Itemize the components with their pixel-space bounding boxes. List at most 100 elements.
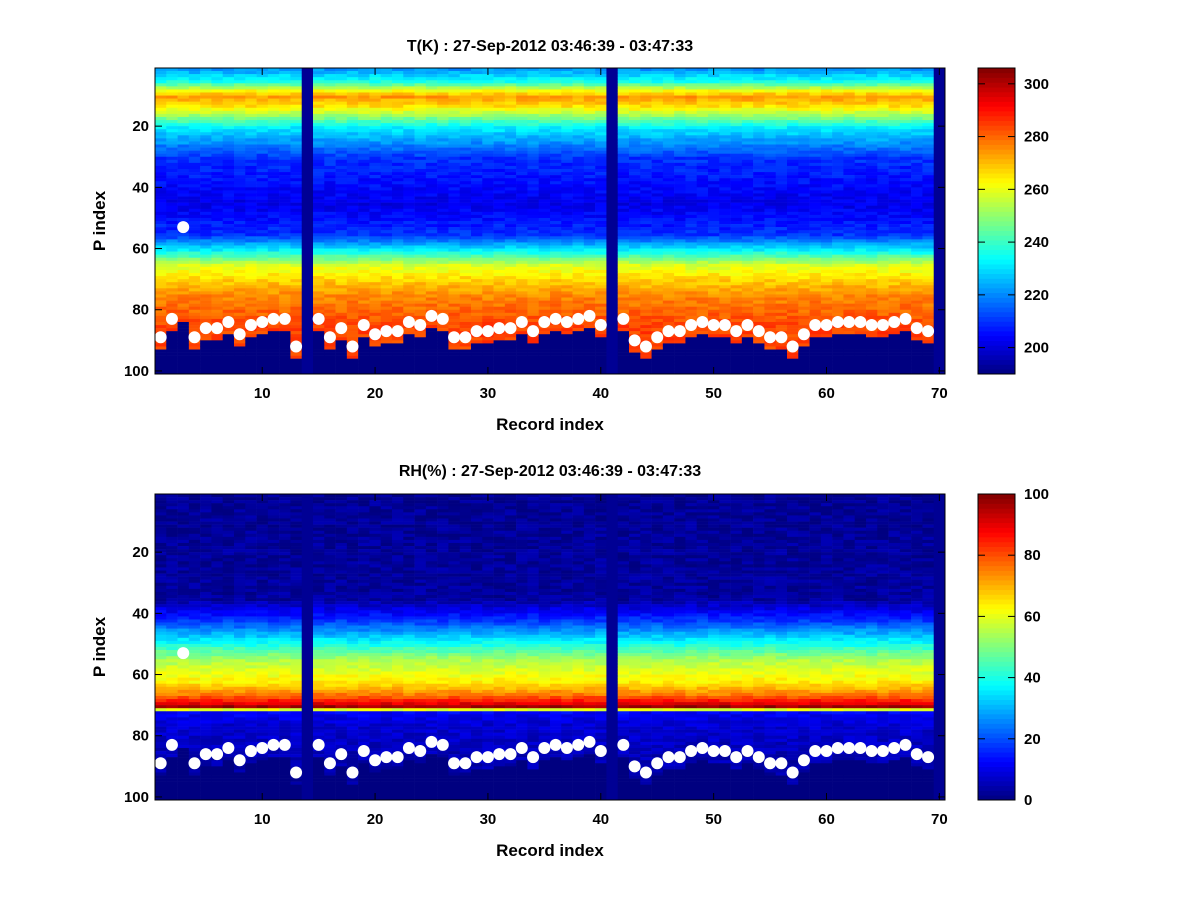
heatmap-cell xyxy=(448,325,461,329)
heatmap-cell xyxy=(482,178,494,182)
heatmap-cell xyxy=(629,303,641,307)
heatmap-cell xyxy=(730,104,743,109)
heatmap-cell xyxy=(245,230,257,234)
heatmap-cell xyxy=(155,162,167,167)
heatmap-cell xyxy=(459,257,472,262)
heatmap-cell xyxy=(380,276,393,280)
heatmap-cell xyxy=(640,248,652,252)
heatmap-cell xyxy=(730,315,743,320)
heatmap-cell xyxy=(493,346,506,350)
heatmap-cell xyxy=(674,367,686,372)
heatmap-cell xyxy=(685,104,698,109)
heatmap-cell xyxy=(414,309,427,314)
heatmap-cell xyxy=(290,214,303,219)
heatmap-cell xyxy=(595,92,607,96)
heatmap-cell xyxy=(267,168,280,173)
heatmap-cell xyxy=(358,77,370,81)
heatmap-cell xyxy=(324,242,336,246)
heatmap-cell xyxy=(324,101,336,106)
heatmap-cell xyxy=(425,343,438,347)
heatmap-cell xyxy=(448,144,461,148)
heatmap-cell xyxy=(538,294,551,298)
heatmap-cell xyxy=(448,116,461,121)
heatmap-cell xyxy=(200,266,212,271)
heatmap-cell xyxy=(583,144,596,148)
heatmap-cell xyxy=(279,309,291,314)
heatmap-cell xyxy=(245,227,257,231)
heatmap-cell xyxy=(403,312,415,317)
heatmap-cell xyxy=(155,361,167,366)
heatmap-cell xyxy=(188,217,201,222)
heatmap-cell xyxy=(550,269,562,274)
heatmap-cell xyxy=(550,184,562,188)
heatmap-cell xyxy=(685,86,698,90)
heatmap-cell xyxy=(279,282,291,286)
heatmap-cell xyxy=(674,242,686,246)
heatmap-cell xyxy=(177,132,190,136)
heatmap-cell xyxy=(595,95,607,99)
heatmap-cell xyxy=(403,193,415,197)
heatmap-cell xyxy=(561,126,573,130)
heatmap-cell xyxy=(595,172,607,176)
heatmap-cell xyxy=(527,318,540,323)
heatmap-cell xyxy=(674,273,686,277)
heatmap-cell xyxy=(617,239,630,243)
heatmap-cell xyxy=(719,367,731,372)
heatmap-cell xyxy=(211,294,224,298)
heatmap-cell xyxy=(346,193,359,197)
heatmap-cell xyxy=(459,233,472,237)
heatmap-cell xyxy=(324,107,336,112)
heatmap-cell xyxy=(640,211,652,216)
heatmap-cell xyxy=(234,214,246,219)
heatmap-cell xyxy=(358,113,370,118)
heatmap-cell xyxy=(572,334,585,338)
heatmap-cell xyxy=(335,297,348,301)
heatmap-cell xyxy=(324,325,336,329)
heatmap-cell xyxy=(629,83,641,87)
heatmap-cell xyxy=(380,291,393,295)
heatmap-cell xyxy=(335,276,348,280)
heatmap-cell xyxy=(640,156,652,161)
heatmap-cell xyxy=(696,83,709,87)
heatmap-cell xyxy=(437,230,449,234)
heatmap-cell xyxy=(640,205,652,210)
heatmap-cell xyxy=(166,349,178,353)
heatmap-cell xyxy=(640,89,652,93)
heatmap-cell xyxy=(222,208,235,213)
heatmap-cell xyxy=(313,282,325,286)
heatmap-cell xyxy=(550,168,562,173)
heatmap-cell xyxy=(538,361,551,366)
heatmap-cell xyxy=(527,297,540,301)
heatmap-cell xyxy=(200,159,212,164)
heatmap-cell xyxy=(234,187,246,191)
heatmap-cell xyxy=(358,175,370,179)
heatmap-cell xyxy=(595,312,607,317)
heatmap-cell xyxy=(527,221,540,225)
heatmap-cell xyxy=(595,86,607,90)
heatmap-cell xyxy=(188,110,201,115)
heatmap-cell xyxy=(369,141,382,145)
heatmap-cell xyxy=(629,352,641,356)
heatmap-cell xyxy=(425,321,438,326)
heatmap-cell xyxy=(392,337,404,341)
heatmap-cell xyxy=(155,358,167,363)
heatmap-cell xyxy=(617,199,630,203)
heatmap-cell xyxy=(482,120,494,124)
heatmap-cell xyxy=(324,297,336,301)
heatmap-cell xyxy=(245,138,257,142)
heatmap-cell xyxy=(155,239,167,243)
heatmap-cell xyxy=(234,175,246,179)
heatmap-cell xyxy=(448,309,461,314)
heatmap-cell xyxy=(640,254,652,259)
heatmap-cell xyxy=(324,199,336,203)
heatmap-cell xyxy=(471,95,483,99)
heatmap-cell xyxy=(267,83,280,87)
heatmap-cell xyxy=(629,181,641,185)
heatmap-cell xyxy=(211,159,224,164)
heatmap-cell xyxy=(403,303,415,307)
heatmap-cell xyxy=(617,98,630,102)
heatmap-cell xyxy=(358,297,370,301)
heatmap-cell xyxy=(719,349,731,353)
heatmap-cell xyxy=(211,352,224,356)
heatmap-cell xyxy=(245,68,257,72)
